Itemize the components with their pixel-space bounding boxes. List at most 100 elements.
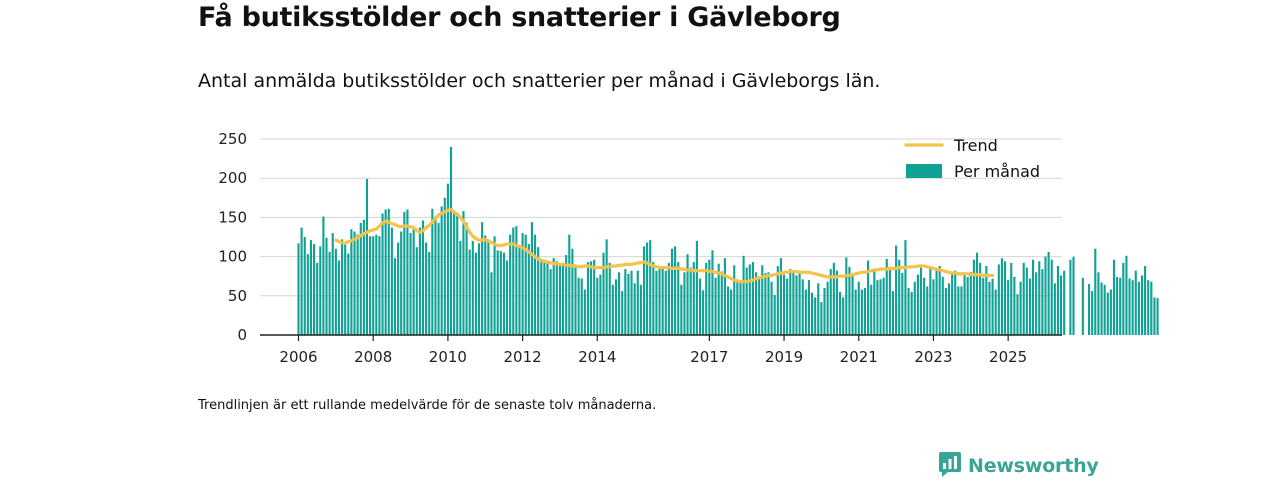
bar: [686, 254, 689, 335]
bar: [1119, 277, 1122, 335]
bar: [527, 244, 530, 335]
bar: [639, 284, 642, 335]
bar: [453, 211, 456, 335]
bar: [975, 252, 979, 335]
bar: [1116, 276, 1119, 335]
bar: [487, 239, 490, 335]
y-axis-ticks: 0 50 100 150 200 250: [218, 130, 247, 344]
bar: [1044, 256, 1047, 335]
bar: [758, 276, 761, 335]
bar: [593, 259, 596, 335]
x-axis-ticks: 2006 2008 2010 2012 2014 2017 2019 2021 2023 2025: [279, 335, 1027, 366]
brand-logo[interactable]: Newsworthy: [938, 450, 1099, 482]
bar: [1109, 289, 1112, 335]
bar: [362, 219, 365, 335]
bar: [891, 291, 895, 335]
bar: [316, 262, 319, 335]
bar: [804, 289, 807, 335]
bar: [1097, 272, 1100, 335]
bar: [375, 234, 378, 335]
bar: [468, 249, 471, 335]
bar: [885, 258, 888, 335]
bar: [437, 222, 440, 335]
bar: [546, 262, 549, 335]
bar: [456, 215, 459, 335]
bar: [608, 262, 611, 335]
y-tick-label: 200: [218, 169, 247, 187]
bar: [795, 275, 798, 335]
bar: [982, 277, 985, 335]
bar: [428, 251, 431, 335]
bar: [829, 269, 832, 335]
bar: [568, 234, 571, 335]
bar: [1125, 255, 1128, 335]
bar: [618, 272, 621, 335]
x-tick-label: 2014: [578, 348, 616, 366]
bar: [839, 291, 842, 335]
bar: [705, 262, 708, 335]
bar: [1025, 267, 1028, 335]
bar: [505, 260, 509, 335]
bar: [954, 270, 957, 335]
bar: [515, 226, 518, 335]
bar: [1060, 275, 1063, 335]
bar: [674, 246, 677, 335]
legend-trend-label: Trend: [953, 136, 998, 155]
bar: [667, 262, 670, 335]
bar: [574, 267, 577, 335]
bar: [826, 281, 829, 335]
bar: [446, 183, 449, 335]
bar: [1035, 272, 1038, 335]
bar: [387, 208, 390, 335]
bar: [549, 269, 552, 335]
bar: [350, 229, 353, 335]
bar: [605, 239, 608, 335]
bar: [384, 209, 387, 335]
x-tick-label: 2012: [504, 348, 542, 366]
bar: [994, 289, 997, 335]
brand-name: Newsworthy: [968, 455, 1099, 477]
y-tick-label: 150: [218, 208, 247, 226]
bar: [649, 240, 652, 335]
bar: [583, 289, 586, 335]
x-tick-label: 2010: [429, 348, 467, 366]
bar: [944, 287, 947, 335]
bar: [658, 267, 661, 335]
bar: [733, 265, 736, 335]
bar: [786, 278, 789, 335]
trend-line: [334, 207, 995, 284]
bar: [726, 286, 730, 335]
bar: [1003, 261, 1007, 335]
bar: [901, 273, 904, 335]
bar: [577, 277, 580, 335]
bar: [711, 250, 714, 335]
bar: [356, 234, 359, 335]
bar: [378, 236, 381, 335]
bar: [854, 289, 857, 335]
bar: [742, 255, 745, 335]
y-tick-label: 0: [237, 326, 247, 344]
legend-bar-swatch: [906, 164, 942, 178]
bar: [449, 146, 453, 335]
bar: [633, 283, 636, 335]
bar: [421, 220, 425, 335]
bar: [926, 286, 929, 335]
bar: [851, 276, 854, 335]
bar: [820, 302, 823, 335]
bar: [938, 266, 941, 335]
bar: [602, 252, 605, 335]
bar: [873, 270, 876, 335]
bar: [835, 270, 839, 335]
bar: [415, 247, 418, 335]
bar: [985, 266, 988, 335]
bar: [490, 272, 493, 335]
bar: [876, 280, 879, 335]
bar: [652, 262, 655, 335]
bar: [798, 272, 801, 335]
bar: [717, 263, 720, 335]
bar: [502, 252, 505, 335]
bar: [611, 284, 614, 335]
bar: [1063, 270, 1066, 335]
bar: [745, 267, 748, 335]
